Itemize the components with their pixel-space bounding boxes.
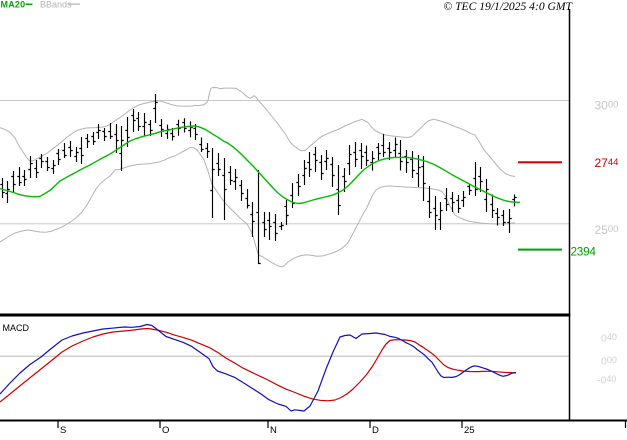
svg-text:S: S	[60, 425, 66, 436]
svg-text:40: 40	[606, 374, 616, 384]
svg-text:© TEC 19/1/2025 4:0 GMT: © TEC 19/1/2025 4:0 GMT	[443, 0, 573, 13]
svg-text:D: D	[372, 425, 379, 436]
svg-text:2394: 2394	[571, 245, 597, 259]
svg-text:25: 25	[464, 425, 475, 436]
svg-text:O: O	[162, 425, 169, 436]
svg-text:30: 30	[595, 98, 609, 112]
svg-text:00: 00	[608, 100, 619, 111]
svg-text:27: 27	[595, 156, 609, 170]
svg-text:00: 00	[607, 355, 617, 365]
svg-text:0: 0	[601, 355, 607, 367]
svg-text:MA20: MA20	[1, 0, 26, 10]
svg-text:-0: -0	[597, 374, 606, 386]
svg-text:44: 44	[608, 157, 619, 168]
svg-text:25: 25	[595, 223, 609, 237]
svg-text:40: 40	[607, 332, 617, 342]
svg-text:BBands: BBands	[40, 0, 72, 10]
svg-text:00: 00	[608, 224, 619, 235]
svg-text:MACD: MACD	[3, 323, 30, 333]
svg-text:0: 0	[601, 332, 607, 344]
svg-text:N: N	[270, 425, 277, 436]
